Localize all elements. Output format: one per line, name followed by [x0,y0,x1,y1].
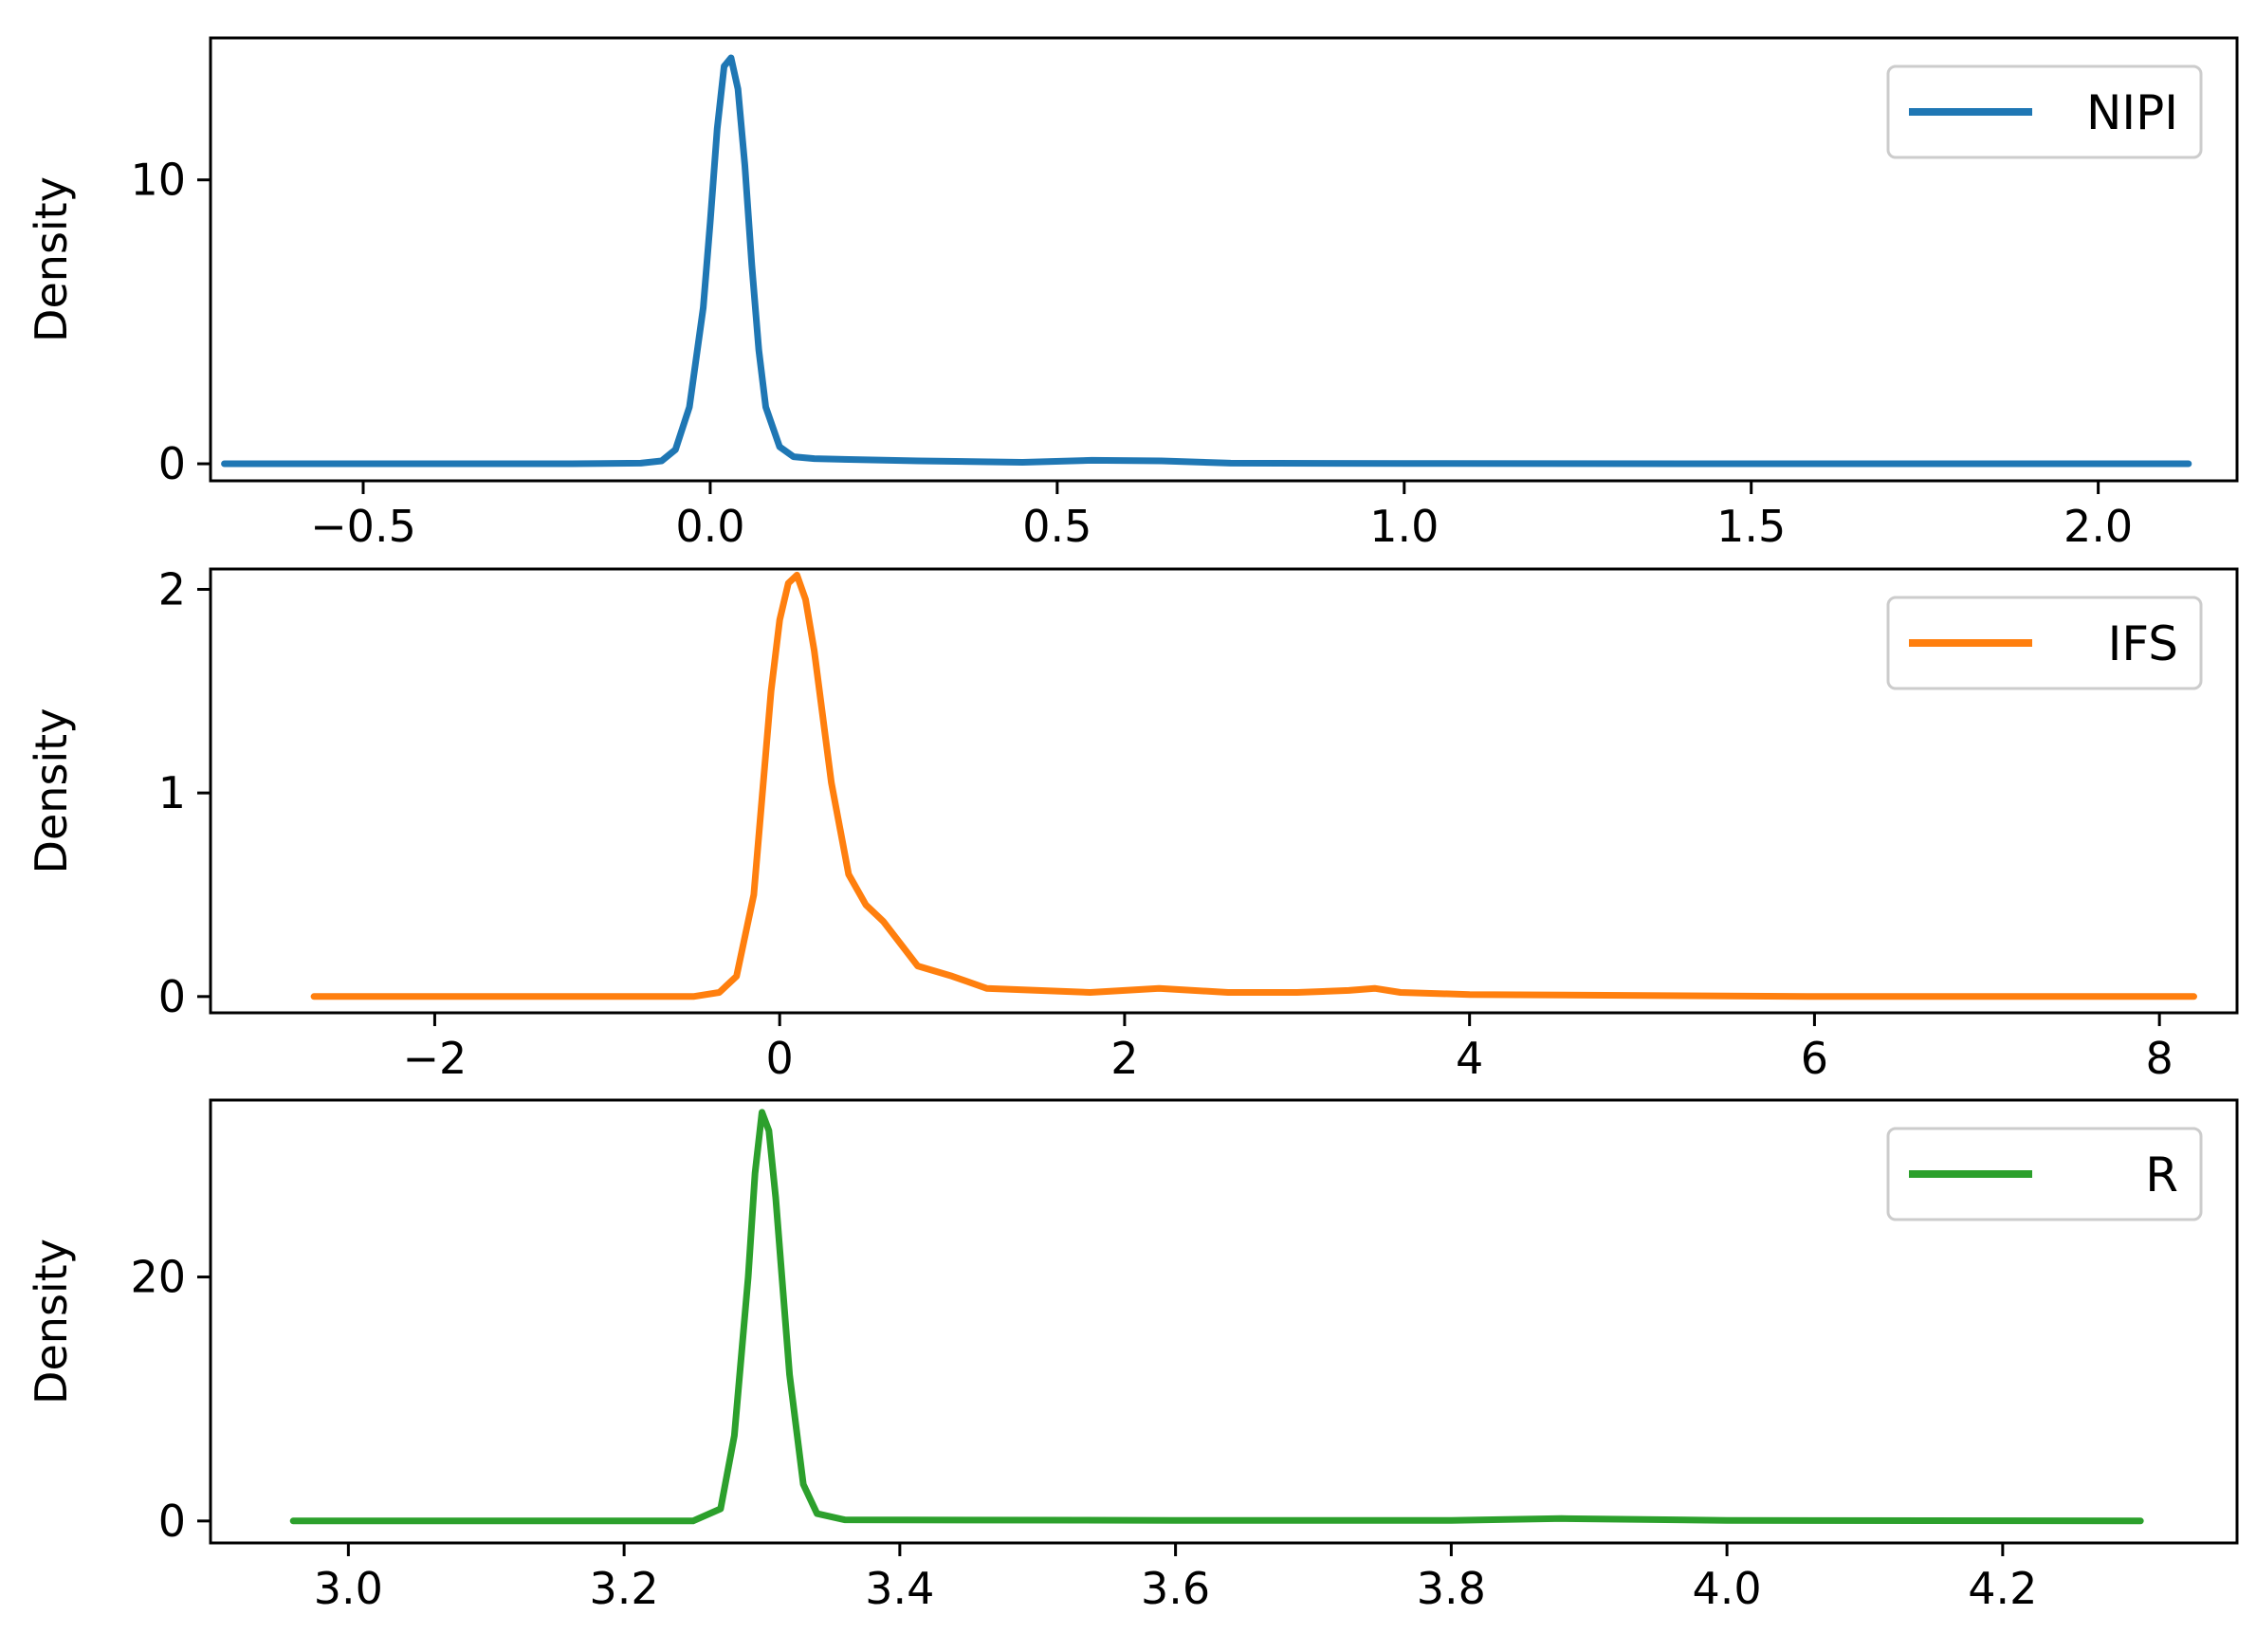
x-tick-label-ifs: −2 [403,1033,468,1084]
legend-label-nipi: NIPI [2086,85,2178,140]
axes-frame-r [209,1098,2239,1545]
y-axis-label-nipi: Density [26,176,77,342]
y-tick-label-ifs: 1 [158,767,186,818]
series-line-nipi [221,54,2192,468]
legend-nipi: NIPI [1886,64,2203,159]
y-tick-label-r: 20 [130,1252,186,1303]
legend-label-ifs: IFS [2108,616,2178,671]
y-axis-label-r: Density [26,1239,77,1404]
series-line-ifs [310,571,2197,1000]
y-tick-label-r: 0 [158,1496,186,1547]
x-tick-label-r: 4.0 [1693,1563,1762,1614]
axes-frame-ifs [209,567,2239,1015]
y-tick-label-ifs: 2 [158,563,186,615]
legend-ifs: IFS [1886,596,2203,690]
legend-label-r: R [2145,1147,2178,1202]
x-tick-label-r: 3.4 [865,1563,934,1614]
y-axis-label-ifs: Density [26,708,77,874]
y-tick-label-nipi: 0 [158,438,186,489]
x-tick-label-r: 3.2 [590,1563,659,1614]
x-tick-label-r: 3.6 [1141,1563,1210,1614]
panel-ifs: −2 0 2 4 6 8 0 1 2 Density IFS [26,563,2239,1084]
legend-r: R [1886,1127,2203,1221]
x-tick-label-nipi: 0.0 [675,501,744,552]
x-tick-label-r: 3.0 [314,1563,383,1614]
panel-nipi: −0.5 0.0 0.5 1.0 1.5 2.0 0 10 Density NIPI [26,36,2239,552]
axes-frame-nipi [209,36,2239,483]
legend-box-nipi [1886,64,2203,159]
panel-r: 3.0 3.2 3.4 3.6 3.8 4.0 4.2 0 20 Density R [26,1098,2239,1614]
x-tick-label-nipi: −0.5 [310,501,416,552]
y-tick-label-ifs: 0 [158,971,186,1022]
x-tick-label-ifs: 8 [2146,1033,2173,1084]
x-tick-label-nipi: 1.5 [1716,501,1786,552]
x-tick-label-r: 3.8 [1417,1563,1486,1614]
x-tick-label-nipi: 2.0 [2063,501,2133,552]
x-tick-label-ifs: 2 [1110,1033,1138,1084]
x-tick-label-ifs: 4 [1456,1033,1483,1084]
x-tick-label-nipi: 0.5 [1022,501,1091,552]
x-tick-label-nipi: 1.0 [1369,501,1439,552]
series-line-r [289,1109,2144,1525]
x-tick-label-ifs: 0 [766,1033,794,1084]
x-tick-label-ifs: 6 [1801,1033,1828,1084]
x-tick-label-r: 4.2 [1968,1563,2037,1614]
legend-box-ifs [1886,596,2203,690]
legend-box-r [1886,1127,2203,1221]
y-tick-label-nipi: 10 [130,155,186,206]
